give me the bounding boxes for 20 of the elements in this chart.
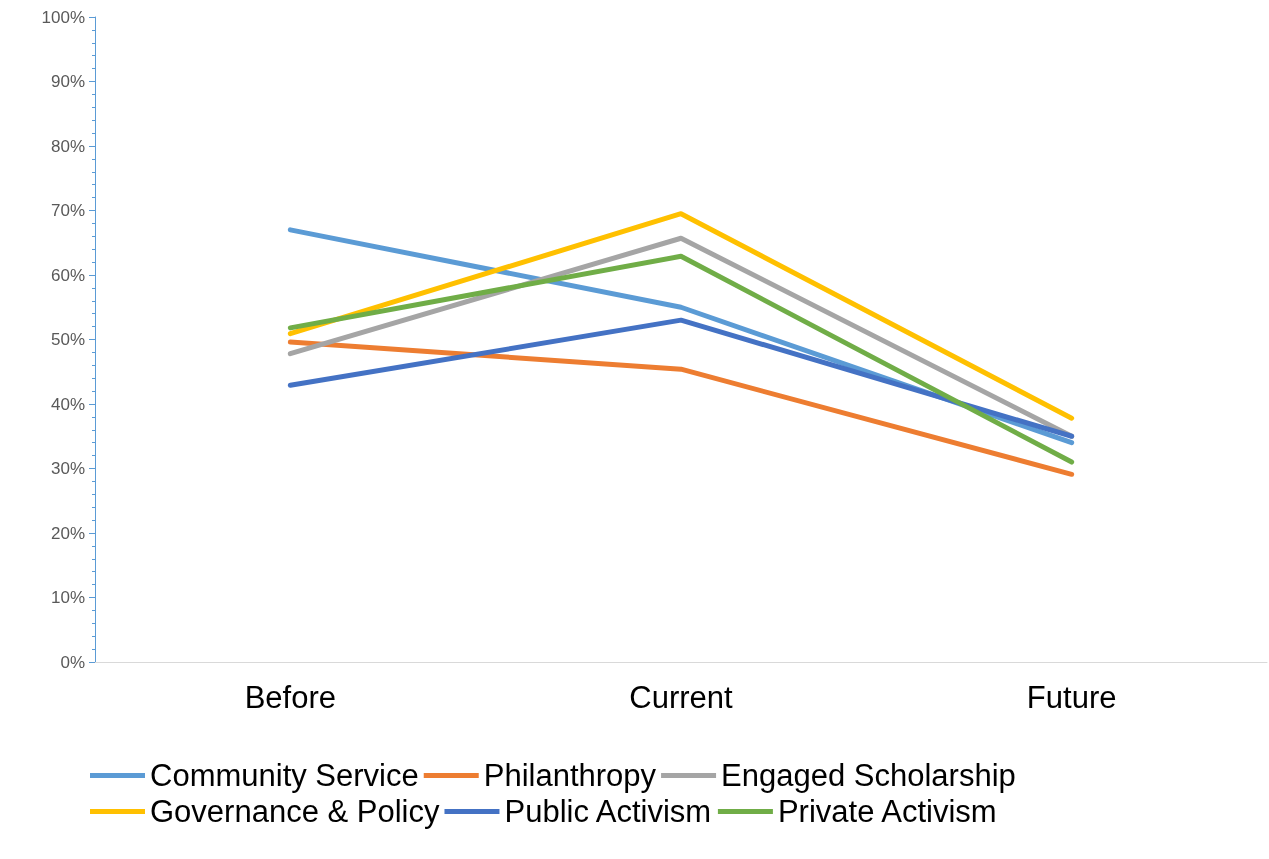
y-tick-label: 60% — [50, 265, 85, 285]
y-tick-label: 90% — [50, 72, 85, 91]
legend-label: Engaged Scholarship — [721, 758, 1016, 793]
y-tick-label: 70% — [50, 201, 85, 220]
y-tick-label: 10% — [50, 588, 85, 607]
legend-label: Public Activism — [504, 794, 712, 829]
x-tick-label: Before — [244, 680, 337, 715]
y-tick-label: 100% — [41, 7, 85, 27]
x-tick-label: Future — [1026, 680, 1117, 715]
y-tick-label: 50% — [50, 330, 85, 349]
legend-label: Philanthropy — [483, 758, 657, 793]
y-tick-label: 30% — [50, 459, 85, 478]
y-tick-label: 40% — [50, 394, 85, 414]
y-tick-label: 20% — [50, 523, 85, 543]
legend-label: Private Activism — [777, 794, 997, 829]
legend-label: Community Service — [150, 758, 419, 793]
y-tick-label: 0% — [60, 652, 85, 672]
y-tick-label: 80% — [50, 136, 85, 156]
legend-label: Governance & Policy — [150, 794, 440, 829]
x-tick-label: Current — [629, 680, 734, 715]
